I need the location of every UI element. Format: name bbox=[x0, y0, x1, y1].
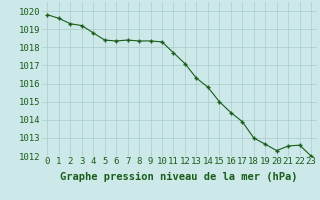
X-axis label: Graphe pression niveau de la mer (hPa): Graphe pression niveau de la mer (hPa) bbox=[60, 172, 298, 182]
